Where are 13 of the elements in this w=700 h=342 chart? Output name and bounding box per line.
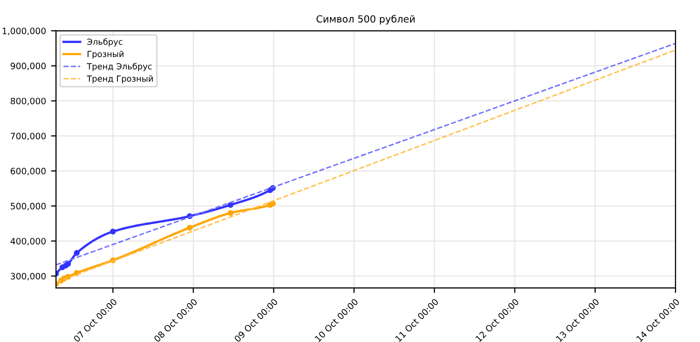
y-tick-label: 300,000 — [10, 272, 46, 280]
y-tick-label: 600,000 — [10, 168, 46, 176]
legend-label: Тренд Эльбрус — [86, 62, 152, 72]
legend-label: Грозный — [88, 50, 124, 59]
y-tick-label: 500,000 — [10, 202, 46, 210]
y-tick-label: 1,000,000 — [2, 28, 46, 36]
y-tick-label: 700,000 — [10, 132, 46, 140]
y-tick-label: 400,000 — [10, 238, 46, 246]
legend-label: Тренд Грозный — [86, 75, 153, 84]
y-tick-label: 800,000 — [10, 98, 46, 106]
legend-label: Эльбрус — [87, 38, 122, 46]
y-tick-label: 900,000 — [10, 62, 46, 70]
chart-title: Символ 500 рублей — [316, 14, 415, 24]
